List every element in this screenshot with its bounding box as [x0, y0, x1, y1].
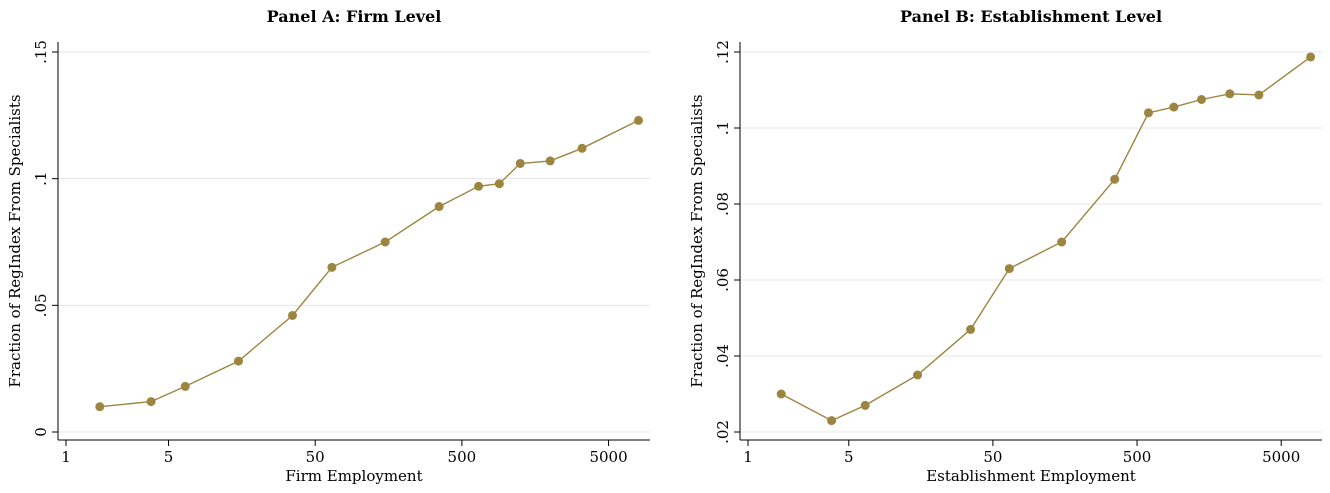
- panel-b-x-tick-label: 50: [983, 448, 1002, 466]
- panel-a-x-tick-label: 500: [448, 448, 477, 466]
- panel-a-y-tick-label: .05: [32, 293, 50, 317]
- panel-a-data-point: [146, 397, 156, 407]
- panel-b-y-tick-label: .12: [714, 40, 732, 64]
- panel-a-chart: Panel A: Firm Level 0 .05 .1 .15 1 5 50 500 5000 F…: [6, 7, 650, 485]
- panel-a-x-tick-label: 1: [61, 448, 71, 466]
- panel-a-title: Panel A: Firm Level: [267, 7, 442, 26]
- panel-a-data-point: [545, 156, 555, 166]
- panel-b-title: Panel B: Establishment Level: [900, 7, 1162, 26]
- panel-a-svg: Panel A: Firm Level 0 .05 .1 .15 1 5 50 500 5000 F…: [6, 7, 650, 485]
- panel-b-data-point: [1306, 52, 1316, 62]
- panel-b-data-point: [1143, 108, 1153, 118]
- panel-b-data-point: [1225, 89, 1235, 99]
- panel-b-y-tick-label: .02: [714, 420, 732, 444]
- panel-a-y-tick-label: .15: [32, 40, 50, 64]
- panel-b-data-point: [1169, 102, 1179, 112]
- panel-a-y-tick-label: .1: [32, 172, 50, 186]
- panel-b-data-point: [860, 400, 870, 410]
- panel-b-data-point: [1110, 174, 1120, 184]
- panel-b-y-tick-label: .06: [714, 268, 732, 292]
- panel-a-x-tick-label: 50: [306, 448, 325, 466]
- panel-a-x-axis-title: Firm Employment: [285, 467, 422, 485]
- panel-a-y-axis-title: Fraction of RegIndex From Specialists: [6, 94, 24, 387]
- panel-a-data-point: [577, 143, 587, 153]
- panel-b-y-tick-label: .08: [714, 192, 732, 216]
- panel-b-data-point: [913, 370, 923, 380]
- panel-b-series-line: [780, 56, 1312, 422]
- panel-b-svg: Panel B: Establishment Level .02 .04 .06 .08…: [688, 7, 1322, 485]
- panel-a-data-point: [474, 181, 484, 191]
- panel-a-data-point: [287, 310, 297, 320]
- panel-a-y-tick-label: 0: [32, 427, 50, 437]
- panel-b-data-point: [1057, 237, 1067, 247]
- panel-a-data-point: [633, 115, 643, 125]
- panel-b-data-point: [1254, 90, 1264, 100]
- panel-b-x-tick-label: 5: [844, 448, 854, 466]
- panel-b-data-point: [827, 416, 837, 426]
- panel-b-data-point: [1004, 264, 1014, 274]
- panel-b-x-tick-label: 500: [1123, 448, 1152, 466]
- panel-a-data-point: [180, 381, 190, 391]
- panel-a-data-point: [234, 356, 244, 366]
- panel-a-data-point: [380, 237, 390, 247]
- panel-b-y-tick-label: .04: [714, 344, 732, 368]
- panel-a-data-point: [95, 402, 105, 412]
- panel-b-data-point: [1197, 95, 1207, 104]
- panel-b-data-point: [776, 389, 786, 399]
- panel-a-data-point: [327, 262, 337, 272]
- panel-a-data-point: [494, 179, 504, 189]
- panel-b-y-axis-title: Fraction of RegIndex From Specialists: [688, 94, 706, 387]
- panel-b-x-tick-label: 5000: [1262, 448, 1300, 466]
- panel-b-x-tick-label: 1: [743, 448, 753, 466]
- panel-b-data-point: [966, 324, 976, 334]
- panel-b-x-axis-title: Establishment Employment: [926, 467, 1136, 485]
- panel-a-data-point: [434, 202, 444, 212]
- panel-a-series-line: [99, 119, 639, 408]
- panel-a-x-tick-label: 5: [164, 448, 174, 466]
- panel-b-chart: Panel B: Establishment Level .02 .04 .06 .08…: [665, 0, 1330, 493]
- panel-b-y-tick-label: .1: [714, 121, 732, 135]
- panel-a-x-tick-label: 5000: [589, 448, 627, 466]
- panel-a-data-point: [515, 158, 525, 168]
